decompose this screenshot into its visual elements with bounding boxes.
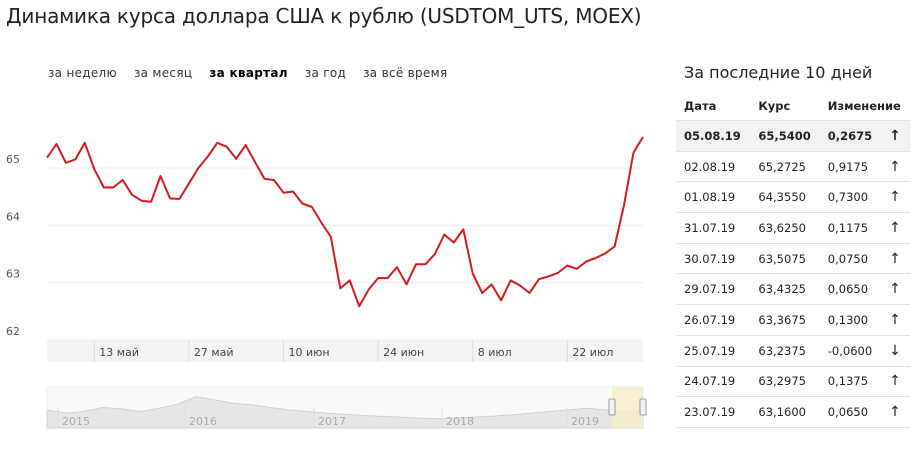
row-date: 31.07.19 (676, 212, 751, 244)
row-change: 0,0650 (819, 396, 880, 428)
row-change: 0,2675 (819, 120, 880, 152)
navigator-year-label: 2018 (446, 415, 474, 428)
table-row: 25.07.19 63,2375 -0,0600 ↓ (676, 335, 910, 367)
row-date: 24.07.19 (676, 366, 751, 398)
table-row: 31.07.19 63,6250 0,1175 ↑ (676, 212, 910, 244)
y-tick-label: 63 (6, 268, 20, 281)
header-rate: Курс (750, 92, 820, 121)
arrow-up-icon: ↑ (880, 396, 910, 428)
navigator-year-label: 2016 (189, 415, 217, 428)
period-week[interactable]: за неделю (48, 66, 117, 80)
row-change: 0,9175 (819, 151, 880, 183)
header-date: Дата (676, 92, 751, 121)
row-date: 23.07.19 (676, 396, 751, 428)
series-line (46, 136, 644, 308)
row-date: 05.08.19 (676, 120, 751, 152)
arrow-up-icon: ↑ (880, 243, 910, 275)
page-title: Динамика курса доллара США к рублю (USDT… (6, 4, 642, 28)
period-all-time[interactable]: за всё время (363, 66, 448, 80)
row-date: 30.07.19 (676, 243, 751, 275)
period-year[interactable]: за год (304, 66, 347, 80)
row-change: -0,0600 (819, 335, 880, 367)
row-change: 0,1175 (819, 212, 880, 244)
row-change: 0,1300 (819, 304, 880, 336)
x-tick-label: 24 июн (383, 346, 424, 359)
row-rate: 64,3550 (750, 181, 820, 214)
navigator-handle-left[interactable] (608, 398, 616, 416)
x-tick-label: 22 июл (572, 346, 613, 359)
period-quarter[interactable]: за квартал (209, 66, 288, 80)
navigator-year-label: 2015 (62, 415, 90, 428)
row-rate: 63,4325 (750, 273, 820, 306)
x-tick-label: 8 июл (478, 346, 512, 359)
row-rate: 63,3675 (750, 304, 820, 336)
arrow-up-icon: ↑ (880, 366, 910, 398)
period-month[interactable]: за месяц (133, 66, 193, 80)
row-date: 01.08.19 (676, 181, 751, 214)
header-change: Изменение (819, 92, 910, 121)
row-rate: 63,2375 (750, 335, 820, 367)
navigator-handle-right[interactable] (639, 398, 647, 416)
history-table: Дата Курс Изменение 05.08.19 65,5400 0,267… (676, 92, 910, 428)
x-tick-label: 13 май (99, 346, 139, 359)
x-tick-label: 10 июн (289, 346, 330, 359)
table-row: 26.07.19 63,3675 0,1300 ↑ (676, 304, 910, 336)
row-date: 29.07.19 (676, 273, 751, 306)
row-date: 26.07.19 (676, 304, 751, 336)
arrow-down-icon: ↓ (880, 335, 910, 367)
row-date: 02.08.19 (676, 151, 751, 183)
y-tick-label: 64 (6, 210, 20, 223)
y-tick-label: 65 (6, 153, 20, 166)
table-row: 02.08.19 65,2725 0,9175 ↑ (676, 151, 910, 183)
x-axis-band (47, 340, 643, 362)
navigator-selection (612, 387, 643, 428)
arrow-up-icon: ↑ (880, 181, 910, 214)
x-tick-label: 27 май (194, 346, 234, 359)
y-tick-label: 62 (6, 325, 20, 338)
row-rate: 65,2725 (750, 151, 820, 183)
row-change: 0,7300 (819, 181, 880, 214)
row-date: 25.07.19 (676, 335, 751, 367)
row-rate: 63,2975 (750, 366, 820, 398)
history-header-row: Дата Курс Изменение (676, 92, 910, 121)
table-row: 05.08.19 65,5400 0,2675 ↑ (676, 120, 910, 152)
row-rate: 65,5400 (750, 120, 820, 152)
row-change: 0,0650 (819, 273, 880, 306)
period-selector: за неделю за месяц за квартал за год за … (48, 66, 465, 80)
row-rate: 63,6250 (750, 212, 820, 244)
arrow-up-icon: ↑ (880, 273, 910, 306)
arrow-up-icon: ↑ (880, 212, 910, 244)
navigator-area (46, 396, 644, 429)
row-change: 0,1375 (819, 366, 880, 398)
rate-chart: 62 63 64 65 13 май 27 май 10 июн 24 июн 8 июл 22 … (6, 136, 647, 429)
table-row: 30.07.19 63,5075 0,0750 ↑ (676, 243, 910, 275)
table-row: 24.07.19 63,2975 0,1375 ↑ (676, 366, 910, 398)
navigator-year-label: 2019 (571, 415, 599, 428)
row-rate: 63,1600 (750, 396, 820, 428)
navigator-year-label: 2017 (318, 415, 346, 428)
table-row: 29.07.19 63,4325 0,0650 ↑ (676, 273, 910, 306)
row-rate: 63,5075 (750, 243, 820, 275)
arrow-up-icon: ↑ (880, 304, 910, 336)
table-row: 01.08.19 64,3550 0,7300 ↑ (676, 181, 910, 214)
table-row: 23.07.19 63,1600 0,0650 ↑ (676, 396, 910, 428)
last-10-days-title: За последние 10 дней (684, 63, 873, 82)
arrow-up-icon: ↑ (880, 120, 910, 152)
arrow-up-icon: ↑ (880, 151, 910, 183)
row-change: 0,0750 (819, 243, 880, 275)
